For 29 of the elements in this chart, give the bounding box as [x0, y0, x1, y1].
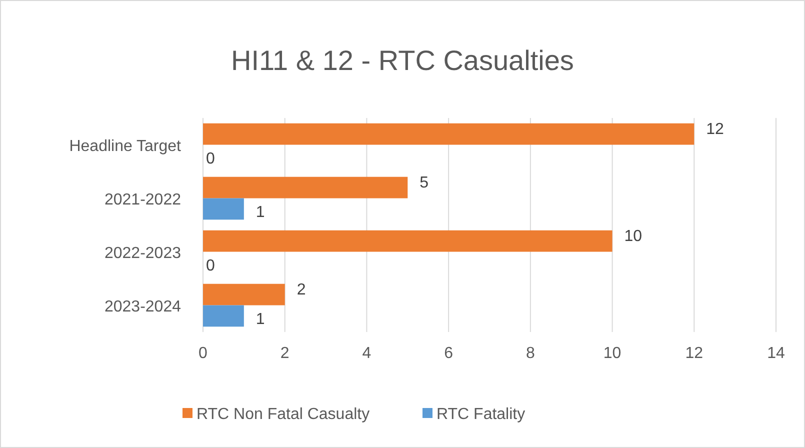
data-label: 1 [256, 204, 265, 221]
legend-label: RTC Non Fatal Casualty [196, 406, 370, 423]
bar [203, 123, 694, 145]
bar [203, 305, 244, 327]
bar [203, 230, 612, 252]
x-tick-label: 0 [198, 345, 208, 362]
data-label: 0 [206, 150, 215, 168]
y-tick-label: 2023-2024 [104, 298, 182, 316]
legend-label: RTC Fatality [436, 406, 526, 423]
x-tick-label: 14 [767, 345, 785, 362]
y-tick-label: 2021-2022 [104, 191, 182, 208]
x-tick-label: 12 [685, 345, 704, 362]
y-tick-label: 2022-2023 [104, 244, 182, 262]
data-label: 2 [296, 282, 306, 299]
bar [203, 284, 285, 306]
data-label: 10 [624, 228, 642, 246]
chart-title: HI11 & 12 - RTC Casualties [231, 45, 574, 76]
data-label: 5 [420, 174, 429, 192]
bar [203, 176, 408, 198]
x-tick-label: 2 [280, 345, 290, 362]
bar [203, 198, 244, 220]
x-tick-label: 8 [526, 345, 535, 362]
data-label: 0 [206, 257, 215, 274]
data-label: 1 [256, 310, 265, 328]
y-tick-label: Headline Target [69, 138, 182, 155]
data-label: 12 [706, 121, 724, 138]
x-tick-label: 4 [362, 345, 372, 362]
x-tick-label: 6 [444, 345, 454, 362]
x-tick-label: 10 [603, 345, 622, 362]
